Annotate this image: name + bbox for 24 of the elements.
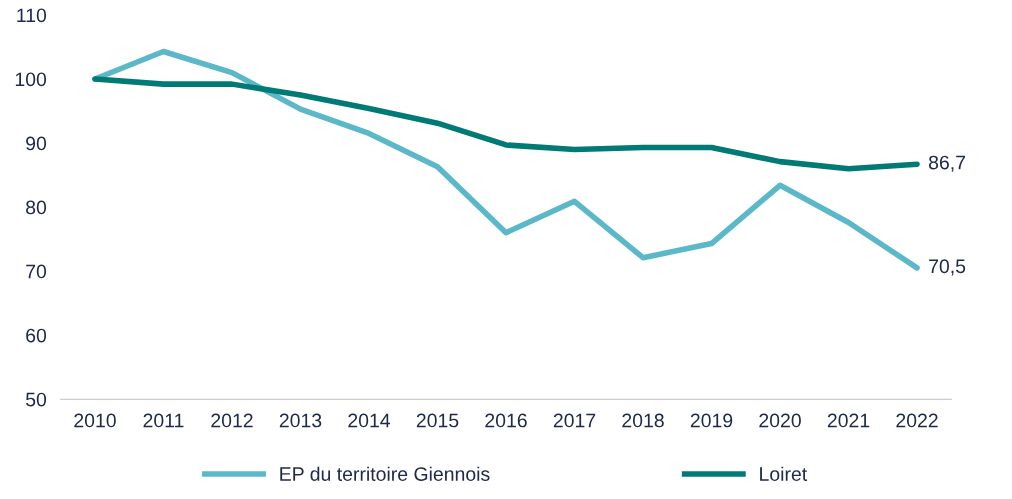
y-tick-label: 50	[25, 392, 47, 407]
data-label: 70,5	[929, 259, 966, 276]
x-tick-label: 2017	[553, 413, 596, 428]
x-tick-label: 2021	[827, 413, 870, 428]
x-tick-label: 2015	[416, 413, 459, 428]
x-tick-label: 2020	[759, 413, 801, 428]
y-tick-label: 100	[15, 72, 47, 87]
x-tick-label: 2012	[211, 413, 253, 428]
x-tick-label: 2022	[896, 413, 938, 428]
y-tick-label: 90	[26, 136, 47, 151]
legend-label: EP du territoire Giennois	[280, 466, 490, 481]
legend-label: Loiret	[760, 466, 808, 481]
data-label: 86,7	[928, 155, 966, 172]
x-tick-label: 2010	[74, 413, 116, 428]
x-tick-label: 2011	[143, 413, 184, 428]
x-tick-label: 2013	[279, 413, 322, 428]
x-tick-label: 2016	[485, 413, 527, 428]
y-tick-label: 110	[17, 8, 47, 23]
y-tick-label: 60	[26, 328, 47, 343]
x-tick-label: 2019	[690, 413, 733, 428]
y-tick-label: 80	[26, 200, 47, 215]
y-tick-label: 70	[26, 264, 47, 279]
x-tick-label: 2018	[622, 413, 664, 428]
x-tick-label: 2014	[348, 413, 391, 428]
